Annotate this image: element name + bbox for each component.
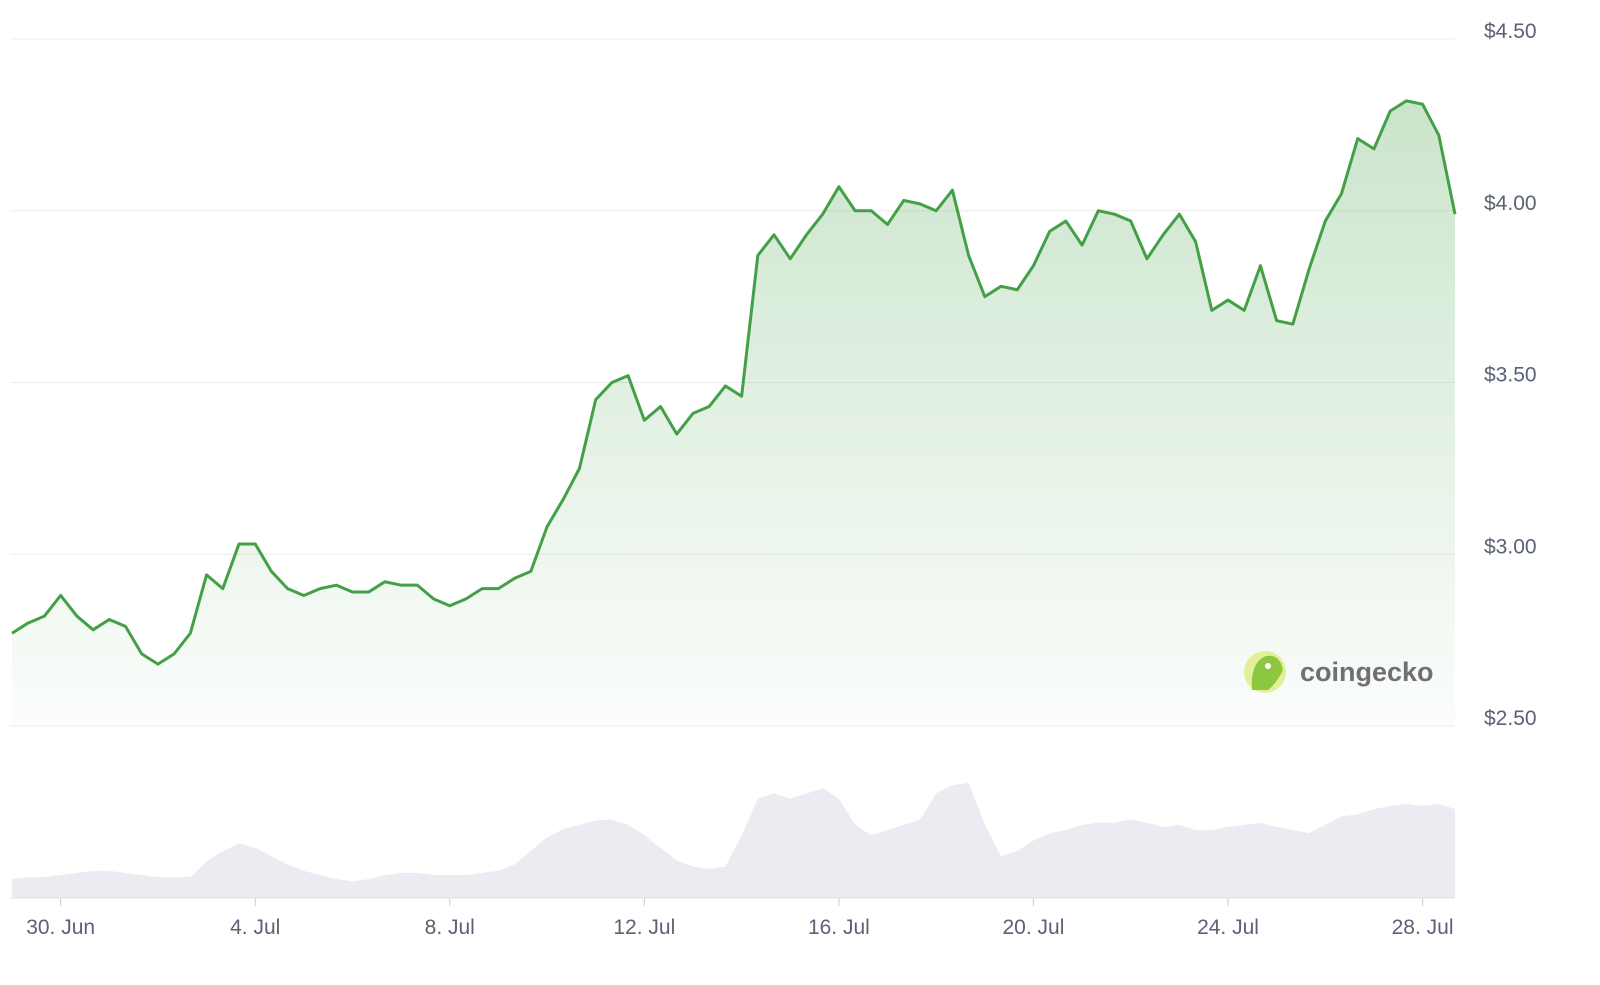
y-tick-label: $4.50 [1484,20,1537,43]
plot-layer [11,99,1457,726]
axis-layer: $2.50 $3.00 $3.50 $4.00 $4.50 30. Jun 4. Jul 8.… [10,20,1537,939]
x-tick-label: 28. Jul [1392,916,1454,939]
y-tick-label: $4.00 [1484,192,1537,215]
x-tick-label: 16. Jul [808,916,870,939]
price-area [12,100,1455,726]
volume-layer [12,783,1455,898]
x-tick-label: 4. Jul [230,916,280,939]
x-tick-label: 8. Jul [425,916,475,939]
x-tick-label: 20. Jul [1003,916,1065,939]
x-tick-label: 12. Jul [613,916,675,939]
y-tick-label: $3.00 [1484,535,1537,558]
volume-area [12,783,1455,898]
watermark-text: coingecko [1300,657,1434,687]
watermark: coingecko [1244,651,1434,693]
y-tick-label: $2.50 [1484,707,1537,730]
logo-shape [1251,655,1283,690]
x-tick-label: 30. Jun [26,916,95,939]
x-tick-label: 24. Jul [1197,916,1259,939]
price-line [11,99,1457,666]
logo-eye [1265,663,1271,669]
y-tick-label: $3.50 [1484,364,1537,387]
